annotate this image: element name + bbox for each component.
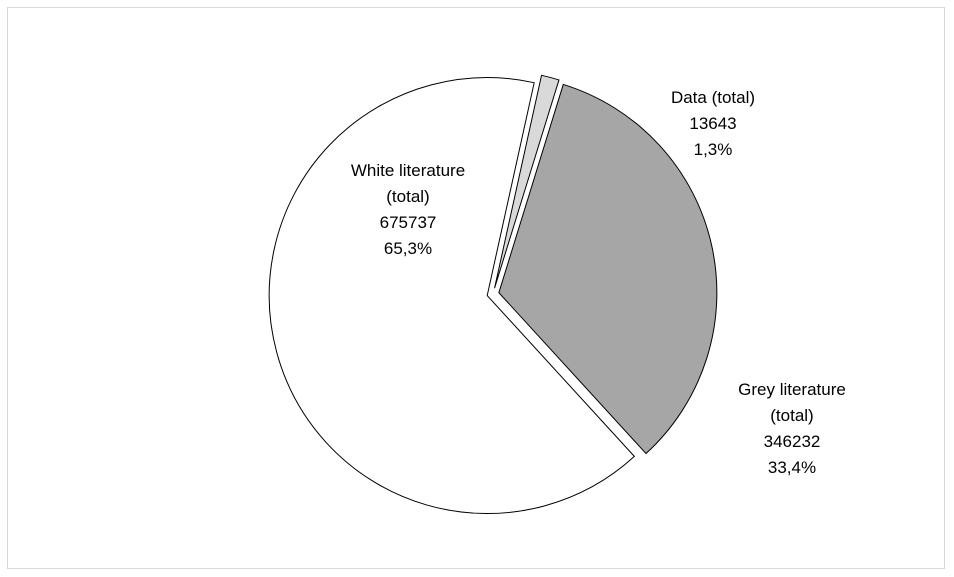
slice-label-0: Grey literature (total) 346232 33,4%: [738, 380, 846, 477]
slice-label-0-line-0: Grey literature: [738, 380, 846, 399]
slice-label-2-line-1: 13643: [689, 114, 736, 133]
slice-label-2-line-2: 1,3%: [694, 140, 733, 159]
slice-label-1-line-3: 65,3%: [384, 239, 432, 258]
slice-label-1: White literature (total) 675737 65,3%: [351, 161, 465, 258]
slice-label-0-line-3: 33,4%: [768, 458, 816, 477]
slice-label-1-line-2: 675737: [380, 213, 437, 232]
slice-label-2: Data (total) 13643 1,3%: [671, 88, 755, 159]
slice-label-0-line-1: (total): [770, 406, 813, 425]
slice-label-1-line-1: (total): [386, 187, 429, 206]
slice-label-2-line-0: Data (total): [671, 88, 755, 107]
pie-slice-0: [498, 83, 718, 455]
slice-label-1-line-0: White literature: [351, 161, 465, 180]
pie-slice-2: [494, 74, 560, 289]
pie-slice-1: [268, 77, 636, 515]
slice-label-0-line-2: 346232: [764, 432, 821, 451]
